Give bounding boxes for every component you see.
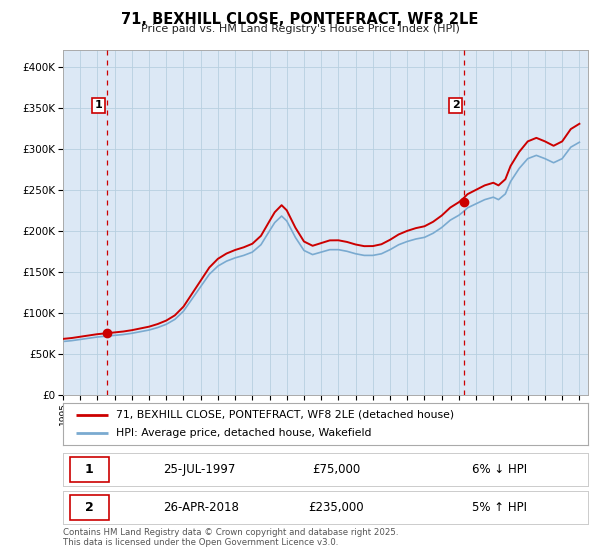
Text: 25-JUL-1997: 25-JUL-1997: [163, 463, 235, 476]
Text: 6% ↓ HPI: 6% ↓ HPI: [473, 463, 527, 476]
Text: Contains HM Land Registry data © Crown copyright and database right 2025.
This d: Contains HM Land Registry data © Crown c…: [63, 528, 398, 547]
Text: 1: 1: [85, 463, 94, 476]
Text: 5% ↑ HPI: 5% ↑ HPI: [473, 501, 527, 514]
Text: 2: 2: [452, 100, 460, 110]
Text: 71, BEXHILL CLOSE, PONTEFRACT, WF8 2LE (detached house): 71, BEXHILL CLOSE, PONTEFRACT, WF8 2LE (…: [115, 410, 454, 420]
Text: HPI: Average price, detached house, Wakefield: HPI: Average price, detached house, Wake…: [115, 428, 371, 438]
Text: 1: 1: [94, 100, 102, 110]
Text: £75,000: £75,000: [312, 463, 360, 476]
Text: Price paid vs. HM Land Registry's House Price Index (HPI): Price paid vs. HM Land Registry's House …: [140, 24, 460, 34]
Text: 71, BEXHILL CLOSE, PONTEFRACT, WF8 2LE: 71, BEXHILL CLOSE, PONTEFRACT, WF8 2LE: [121, 12, 479, 27]
Text: 26-APR-2018: 26-APR-2018: [163, 501, 239, 514]
FancyBboxPatch shape: [70, 457, 109, 482]
Text: £235,000: £235,000: [308, 501, 364, 514]
Text: 2: 2: [85, 501, 94, 514]
FancyBboxPatch shape: [70, 495, 109, 520]
